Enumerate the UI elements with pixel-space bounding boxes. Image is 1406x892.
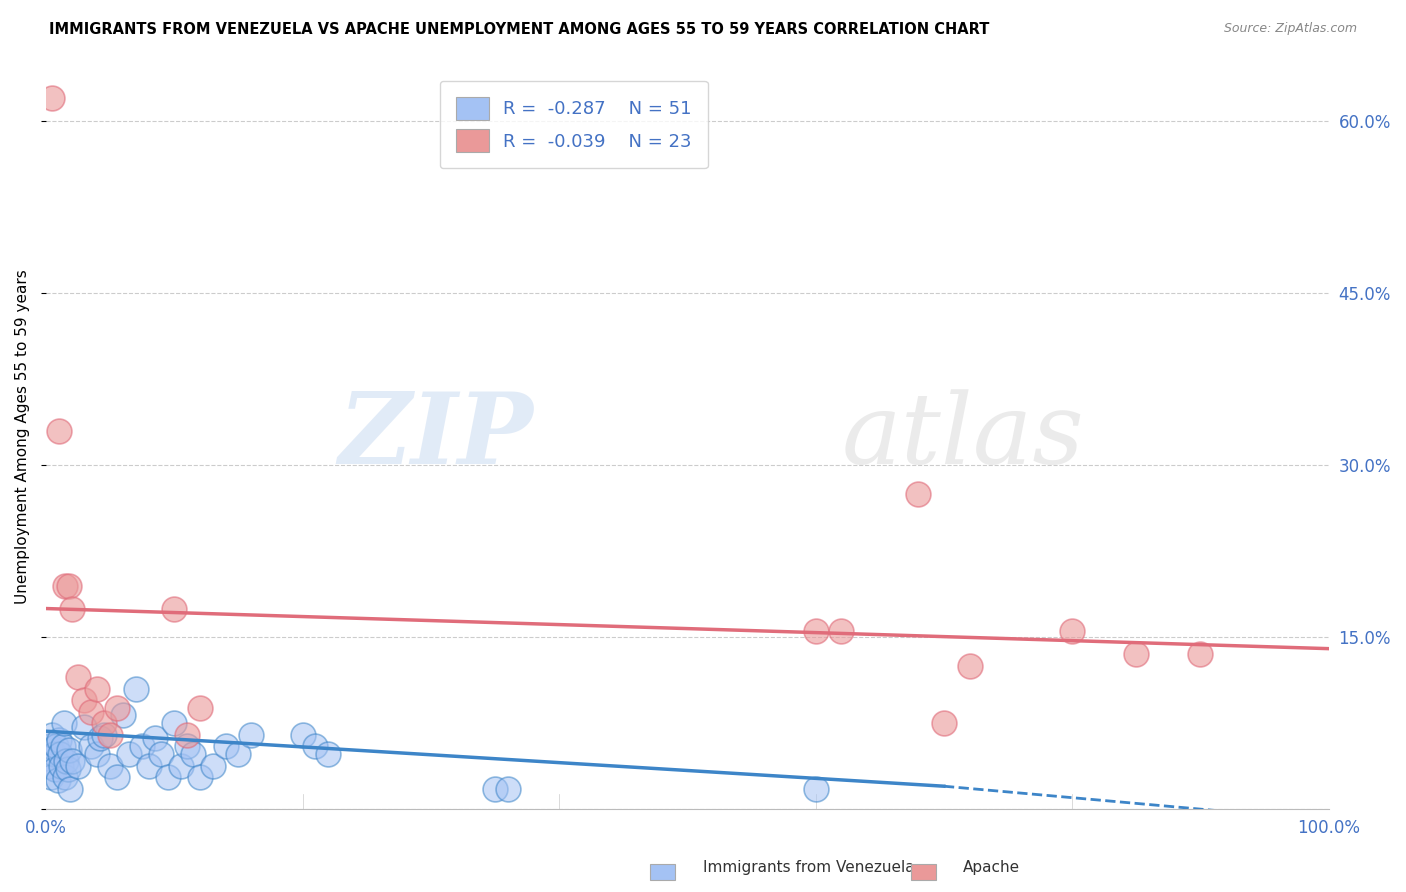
Point <box>316 747 339 761</box>
Point <box>932 716 955 731</box>
Text: atlas: atlas <box>841 389 1084 484</box>
Point <box>86 681 108 696</box>
Point <box>44 762 66 776</box>
Point <box>907 487 929 501</box>
Point <box>58 742 80 756</box>
Point <box>291 728 314 742</box>
Point <box>111 708 134 723</box>
Point <box>1125 648 1147 662</box>
Point <box>125 681 148 696</box>
Point <box>38 758 60 772</box>
Point <box>484 781 506 796</box>
Text: Apache: Apache <box>963 861 1021 875</box>
Point <box>804 781 827 796</box>
Point <box>53 579 76 593</box>
Point <box>176 739 198 753</box>
Point <box>46 773 69 788</box>
Point <box>98 728 121 742</box>
Point <box>38 739 60 753</box>
Point <box>51 758 73 772</box>
Point <box>188 701 211 715</box>
Point <box>73 720 96 734</box>
Point <box>201 758 224 772</box>
Point <box>176 728 198 742</box>
Point <box>169 758 191 772</box>
Text: Source: ZipAtlas.com: Source: ZipAtlas.com <box>1223 22 1357 36</box>
Point <box>105 770 128 784</box>
Point <box>42 747 65 761</box>
Point <box>228 747 250 761</box>
Point <box>143 731 166 745</box>
Text: ZIP: ZIP <box>339 388 533 485</box>
Point <box>804 624 827 639</box>
Point <box>48 733 70 747</box>
Point <box>1062 624 1084 639</box>
Text: Immigrants from Venezuela: Immigrants from Venezuela <box>703 861 915 875</box>
Point <box>830 624 852 639</box>
Point <box>80 705 103 719</box>
Text: IMMIGRANTS FROM VENEZUELA VS APACHE UNEMPLOYMENT AMONG AGES 55 TO 59 YEARS CORRE: IMMIGRANTS FROM VENEZUELA VS APACHE UNEM… <box>49 22 990 37</box>
Point <box>52 739 75 753</box>
Point <box>959 658 981 673</box>
Point <box>52 716 75 731</box>
Point <box>67 670 90 684</box>
Point <box>188 770 211 784</box>
Point <box>41 728 63 742</box>
Point <box>37 750 59 764</box>
Point <box>240 728 263 742</box>
Point <box>93 728 115 742</box>
Point <box>58 579 80 593</box>
Point <box>214 739 236 753</box>
Point <box>86 747 108 761</box>
Point <box>80 739 103 753</box>
Point <box>48 424 70 438</box>
Y-axis label: Unemployment Among Ages 55 to 59 years: Unemployment Among Ages 55 to 59 years <box>15 269 30 604</box>
Point <box>53 770 76 784</box>
Point <box>105 701 128 715</box>
Point <box>39 770 62 784</box>
Point <box>183 747 205 761</box>
Point <box>118 747 141 761</box>
Point <box>131 739 153 753</box>
Point <box>49 747 72 761</box>
Point <box>304 739 326 753</box>
Point <box>59 781 82 796</box>
Point <box>60 601 83 615</box>
Point <box>156 770 179 784</box>
Point <box>60 754 83 768</box>
Point <box>163 601 186 615</box>
Point <box>98 758 121 772</box>
Point <box>56 762 79 776</box>
Point <box>150 747 173 761</box>
Point <box>55 754 77 768</box>
Point <box>45 739 67 753</box>
Legend: R =  -0.287    N = 51, R =  -0.039    N = 23: R = -0.287 N = 51, R = -0.039 N = 23 <box>440 80 707 169</box>
Point <box>163 716 186 731</box>
Point <box>138 758 160 772</box>
Point <box>1189 648 1212 662</box>
Point <box>89 731 111 745</box>
Point <box>73 693 96 707</box>
Point <box>67 758 90 772</box>
Point <box>41 91 63 105</box>
Point <box>496 781 519 796</box>
Point <box>93 716 115 731</box>
